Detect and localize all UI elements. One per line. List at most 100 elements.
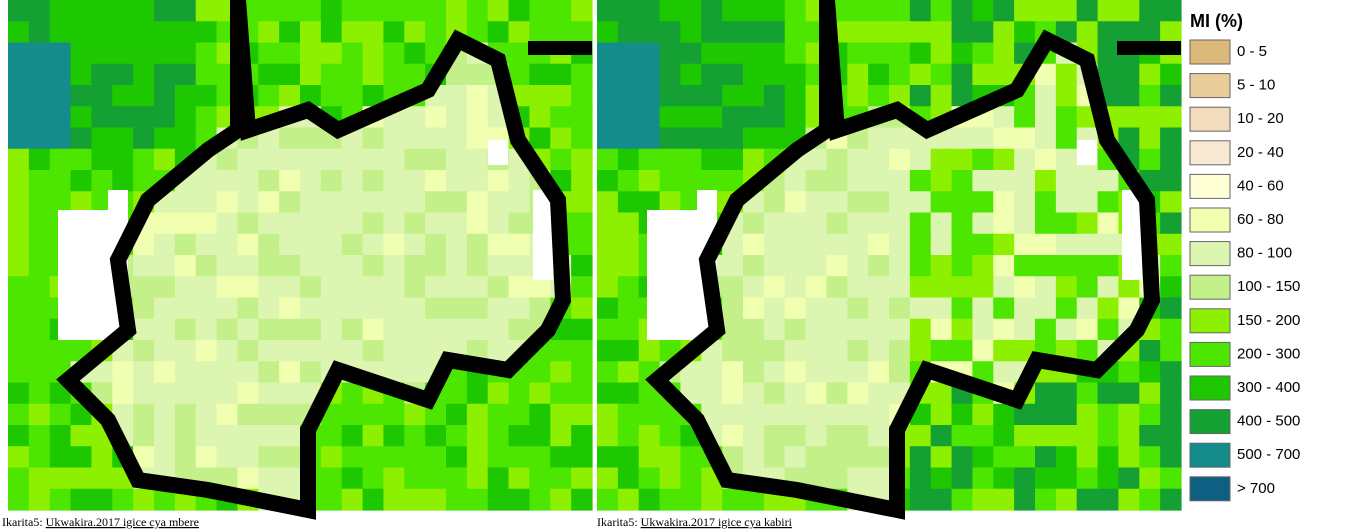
map-cell [112,488,134,511]
map-cell [571,127,593,150]
legend-swatch [1189,409,1231,435]
map-cell [1097,382,1120,405]
map-cell [320,276,343,299]
map-cell [722,425,744,447]
map-cell [508,0,531,22]
map-cell [701,148,723,171]
map-cell [889,255,911,277]
map-cell [909,85,932,107]
map-cell [722,446,744,469]
map-cell [805,191,828,214]
map-cell [659,191,682,214]
map-cell [909,212,932,235]
map-cell [930,212,953,235]
map-cell [638,446,661,469]
legend-label: 80 - 100 [1237,245,1292,262]
map-cell [8,42,30,65]
map-cell [805,361,828,384]
map-cell [1139,467,1161,490]
map-cell [133,127,155,150]
map-cell [216,318,239,341]
map-cell [1139,446,1161,469]
no-data-area [108,190,128,230]
map-cell [909,233,932,256]
map-cell [195,446,218,469]
map-cell [868,446,890,469]
map-cell [487,446,510,469]
map-cell [909,318,932,341]
map-cell [1097,425,1120,447]
map-cell [930,425,953,447]
map-cell [617,106,640,129]
map-cell [1160,21,1182,44]
map-cell [404,0,426,22]
map-cell [784,318,807,341]
map-cell [362,42,385,65]
map-cell [404,42,426,65]
map-cell [868,127,890,150]
map-cell [279,403,301,426]
map-cell [1076,488,1099,511]
map-cell [112,382,134,405]
map-cell [279,127,301,150]
map-cell [508,488,531,511]
map-cell [597,191,619,214]
map-cell [763,361,786,384]
map-cell [722,276,744,299]
map-cell [216,403,239,426]
map-cell [466,403,489,426]
map-cell [195,85,218,107]
map-cell [383,63,405,86]
caption: Ikarita5: Ukwakira.2017 igice cya kabiri [597,515,793,529]
map-cell [868,467,890,490]
map-cell [597,276,619,299]
map-cell [1139,382,1161,405]
map-cell [951,85,974,107]
map-cell [487,170,510,192]
map-cell [743,0,765,22]
map-cell [1118,488,1140,511]
map-cell [320,446,343,469]
map-cell [868,361,890,384]
map-cell [404,127,426,150]
map-cell [174,42,197,65]
map-cell [529,297,551,320]
map-cell [847,467,869,490]
map-cell [597,63,619,86]
map-cell [571,318,593,341]
map-cell [763,21,786,44]
map-cell [763,212,786,235]
map-cell [1055,297,1078,320]
map-cell [972,361,994,384]
map-cell [951,21,974,44]
map-cell [174,106,197,129]
map-cell [617,297,640,320]
map-cell [972,42,994,65]
map-cell [1118,403,1140,426]
map-cell [529,63,551,86]
map-cell [320,233,343,256]
map-cell [550,106,572,129]
map-cell [847,21,869,44]
map-cell [49,106,72,129]
map-cell [1014,318,1036,341]
map-cell [930,255,953,277]
map-cell [597,170,619,192]
map-panel [8,0,593,520]
map-cell [617,340,640,362]
map-cell [889,318,911,341]
map-cell [1139,106,1161,129]
map-cell [466,191,489,214]
map-cell [70,170,93,192]
map-cell [279,63,301,86]
map-cell [1097,191,1120,214]
map-cell [91,63,113,86]
map-cell [597,446,619,469]
map-cell [1139,127,1161,150]
map-cell [133,425,155,447]
map-cell [112,148,134,171]
map-cell [446,106,468,129]
map-cell [133,318,155,341]
map-cell [993,21,1015,44]
map-cell [195,318,218,341]
